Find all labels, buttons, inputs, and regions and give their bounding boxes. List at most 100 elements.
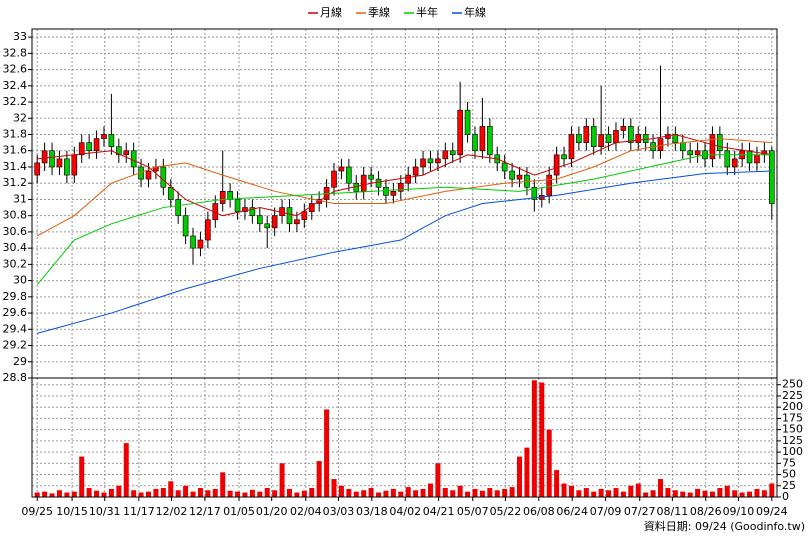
y-tick-label: 30.8: [3, 209, 28, 222]
volume-bar: [472, 488, 478, 497]
volume-bar: [331, 479, 337, 497]
candle-body: [590, 126, 597, 147]
volume-bar: [591, 491, 597, 497]
candle-body: [449, 150, 456, 156]
x-tick-label: 08/11: [657, 505, 689, 518]
volume-bar: [301, 490, 307, 497]
volume-bar: [316, 461, 322, 497]
y-tick-label: 30.2: [3, 257, 28, 270]
candle-body: [442, 150, 449, 160]
candle-body: [717, 134, 723, 152]
volume-bar: [71, 491, 77, 497]
volume-bar: [86, 488, 92, 497]
volume-bar: [465, 491, 471, 497]
y-tick-label: 31.4: [3, 160, 28, 173]
volume-bar: [427, 483, 433, 497]
candle-body: [219, 191, 226, 204]
candle-body: [338, 166, 345, 172]
volume-bar: [687, 492, 693, 497]
volume-bar: [361, 490, 367, 497]
volume-bar: [42, 491, 48, 497]
candle-body: [479, 126, 486, 152]
y-tick-label: 33: [13, 30, 27, 43]
candle-body: [397, 182, 404, 192]
volume-bar: [183, 485, 189, 497]
volume-bar: [264, 488, 270, 497]
volume-bar: [212, 488, 218, 497]
x-tick-label: 09/25: [21, 505, 53, 518]
volume-bar: [747, 491, 753, 497]
candle-body: [679, 142, 686, 152]
volume-bar: [138, 492, 144, 497]
candle-body: [234, 199, 241, 212]
candle-body: [405, 174, 412, 184]
y-tick-label: 75: [782, 456, 796, 469]
x-tick-label: 09/10: [723, 505, 755, 518]
price-panel: [31, 28, 778, 379]
candle-body: [657, 138, 664, 152]
candle-body: [249, 207, 256, 216]
candle-body: [130, 150, 137, 168]
volume-bar: [568, 485, 574, 497]
volume-bar: [635, 483, 641, 497]
candle-body: [561, 154, 567, 160]
volume-bar: [620, 491, 626, 497]
volume-bar: [680, 491, 686, 497]
candle-body: [108, 134, 115, 147]
y-tick-label: 30.6: [3, 225, 28, 238]
volume-bar: [672, 490, 678, 497]
candle-body: [420, 158, 426, 168]
volume-bar: [220, 472, 226, 497]
volume-bar: [502, 488, 508, 497]
volume-bar: [695, 488, 701, 497]
volume-bar: [116, 485, 122, 497]
x-tick-label: 03/18: [356, 505, 388, 518]
candle-body: [598, 134, 604, 147]
x-tick-label: 07/09: [590, 505, 622, 518]
x-tick-label: 01/05: [223, 505, 255, 518]
volume-bar: [583, 488, 589, 497]
y-tick-label: 200: [782, 400, 803, 413]
candle-body: [346, 166, 352, 184]
volume-bar: [435, 463, 441, 497]
volume-bar: [479, 490, 485, 497]
candle-body: [205, 219, 211, 241]
candle-body: [516, 174, 523, 180]
x-tick-label: 03/03: [323, 505, 355, 518]
candle-body: [286, 207, 293, 225]
candle-body: [227, 191, 233, 200]
candle-body: [182, 215, 189, 237]
volume-bar: [724, 485, 730, 497]
candle-body: [546, 174, 552, 196]
volume-bar: [524, 447, 530, 497]
y-tick-label: 225: [782, 389, 803, 402]
x-tick-label: 02/04: [290, 505, 322, 518]
volume-bar: [272, 490, 278, 497]
candle-body: [509, 170, 515, 180]
volume-bar: [442, 488, 448, 497]
x-tick-label: 09/24: [756, 505, 788, 518]
volume-bar: [257, 491, 263, 497]
candle-body: [294, 219, 300, 225]
volume-panel: [31, 377, 778, 498]
volume-bar: [153, 488, 159, 497]
candle-body: [613, 130, 619, 143]
x-tick-label: 06/08: [523, 505, 555, 518]
candle-body: [620, 126, 627, 131]
volume-bar: [658, 479, 664, 497]
y-tick-label: 31.2: [3, 176, 28, 189]
candle-body: [501, 162, 508, 172]
candle-body: [190, 235, 196, 249]
footer: 資料日期: 09/24 (Goodinfo.tw): [644, 519, 805, 533]
candle-body: [642, 134, 649, 143]
candle-body: [242, 207, 248, 212]
volume-bar: [64, 492, 70, 497]
volume-bar: [205, 490, 211, 497]
y-tick-label: 250: [782, 378, 803, 391]
y-tick-label: 29.8: [3, 290, 28, 303]
x-tick-label: 08/26: [690, 505, 722, 518]
volume-bar: [94, 490, 100, 497]
candle-body: [464, 109, 471, 135]
volume-bar: [546, 429, 552, 497]
